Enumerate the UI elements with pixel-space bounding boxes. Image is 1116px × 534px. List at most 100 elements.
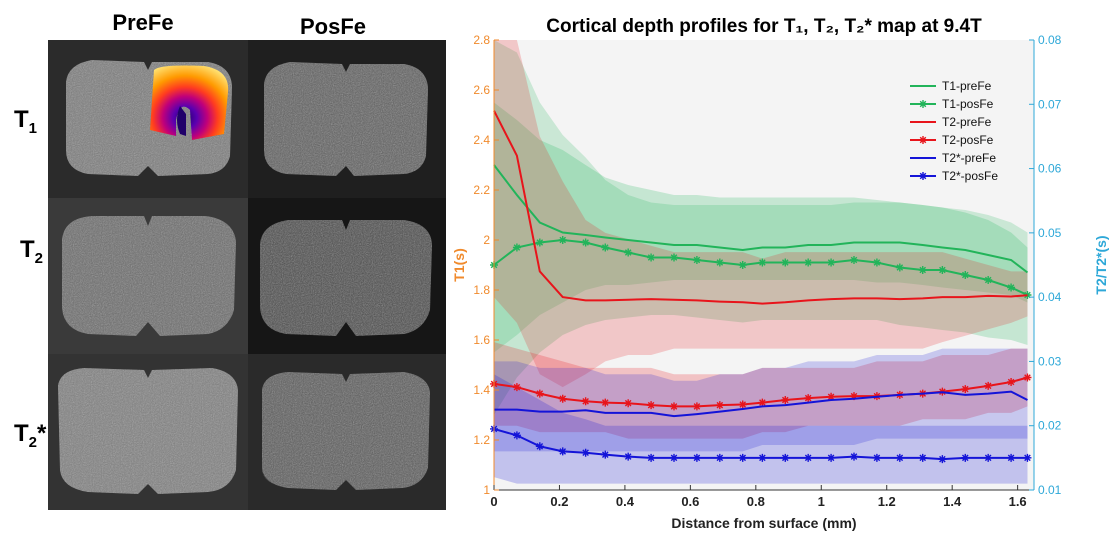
marker-t2-posfe	[512, 383, 521, 392]
row-label-t2: T2	[20, 236, 44, 267]
brain-slice-t1-posfe	[264, 62, 428, 176]
marker-t2-posfe	[850, 392, 858, 401]
x-tick-label: 0.8	[747, 494, 765, 509]
marker-t2-posfe	[961, 385, 970, 394]
marker-t2-posfe	[827, 392, 836, 401]
right-y-tick-label: 0.04	[1038, 290, 1062, 304]
legend-marker-t2star-posfe	[919, 172, 927, 180]
marker-t1-posfe	[804, 258, 813, 267]
left-y-tick-label: 2.8	[473, 33, 490, 47]
marker-t2star-posfe	[827, 453, 836, 462]
left-y-tick-label: 1.6	[473, 333, 490, 347]
marker-t1-posfe	[984, 276, 993, 284]
marker-t1-posfe	[535, 238, 544, 247]
marker-t2star-posfe	[1023, 453, 1032, 462]
marker-t2-posfe	[601, 398, 610, 407]
right-y-tick-label: 0.07	[1038, 97, 1062, 111]
x-tick-label: 0	[490, 494, 497, 509]
left-y-tick-label: 2	[483, 233, 490, 247]
marker-t2star-posfe	[850, 452, 858, 461]
marker-t2-posfe	[738, 400, 747, 409]
brain-slice-t2star-posfe	[262, 372, 430, 490]
right-y-tick-label: 0.08	[1038, 33, 1062, 47]
marker-t1-posfe	[758, 258, 767, 267]
marker-t2star-posfe	[804, 453, 813, 462]
brain-slice-t2star-prefe	[58, 368, 238, 494]
marker-t2star-posfe	[781, 453, 790, 462]
legend-label-t2-posfe: T2-posFe	[942, 133, 994, 147]
marker-t2-posfe	[581, 397, 590, 406]
legend-label-t1-posfe: T1-posFe	[942, 97, 994, 111]
marker-t1-posfe	[715, 258, 724, 267]
marker-t2star-posfe	[535, 442, 544, 451]
marker-t2-posfe	[1023, 373, 1032, 382]
marker-t2-posfe	[715, 401, 724, 410]
x-tick-label: 1.6	[1009, 494, 1027, 509]
marker-t2-posfe	[670, 402, 678, 411]
x-tick-label: 0.4	[616, 494, 635, 509]
marker-t1-posfe	[938, 266, 947, 274]
left-y-tick-label: 1.4	[473, 383, 490, 397]
marker-t1-posfe	[647, 253, 656, 262]
x-tick-label: 1	[818, 494, 825, 509]
marker-t1-posfe	[827, 258, 836, 267]
line-t2-prefe	[493, 110, 1028, 305]
marker-t2-posfe	[758, 398, 767, 407]
marker-t2-posfe	[692, 402, 701, 411]
marker-t2star-posfe	[961, 453, 970, 462]
marker-t2star-posfe	[1007, 453, 1016, 462]
chart-title: Cortical depth profiles for T₁, T₂, T₂* …	[546, 16, 982, 37]
marker-t1-posfe	[850, 256, 858, 264]
marker-t2star-posfe	[512, 431, 521, 440]
band-t1-prefe	[494, 40, 1028, 353]
marker-t1-posfe	[895, 263, 904, 272]
marker-t2-posfe	[1007, 378, 1016, 386]
marker-t2star-posfe	[918, 453, 927, 462]
x-tick-label: 1.2	[878, 494, 896, 509]
marker-t2star-posfe	[670, 453, 678, 462]
marker-t1-posfe	[692, 256, 701, 264]
left-y-tick-label: 1.8	[473, 283, 490, 297]
left-y-tick-label: 2.2	[473, 183, 490, 197]
marker-t2star-posfe	[738, 453, 747, 462]
brain-slice-t1-prefe	[66, 60, 232, 176]
brain-slice-t2-prefe	[62, 216, 236, 336]
marker-t2-posfe	[535, 389, 544, 398]
legend-marker-t1-posfe	[919, 100, 927, 108]
marker-t2star-posfe	[647, 453, 656, 462]
marker-t1-posfe	[781, 258, 790, 267]
marker-t2star-posfe	[984, 453, 993, 462]
column-header-prefe: PreFe	[112, 10, 174, 35]
row-label-t1: T1	[14, 106, 38, 137]
marker-t2-posfe	[984, 381, 993, 390]
x-tick-label: 0.6	[681, 494, 699, 509]
row-label-t2star: T2*	[14, 420, 47, 451]
marker-t2star-posfe	[938, 455, 947, 464]
left-axis-label: T1(s)	[451, 248, 467, 281]
marker-t1-posfe	[872, 258, 881, 267]
legend-label-t1-prefe: T1-preFe	[942, 79, 992, 93]
marker-t2-posfe	[647, 401, 656, 410]
marker-t2star-posfe	[581, 448, 590, 457]
marker-t1-posfe	[601, 243, 610, 252]
left-y-tick-label: 1.2	[473, 433, 490, 447]
marker-t2-posfe	[781, 396, 790, 404]
legend-label-t2star-posfe: T2*-posFe	[942, 169, 998, 183]
band-t1-posfe	[494, 102, 1028, 415]
left-y-tick-label: 2.4	[473, 133, 490, 147]
marker-t2star-posfe	[558, 447, 567, 456]
brain-slice-t2-posfe	[260, 220, 432, 336]
right-y-tick-label: 0.03	[1038, 354, 1062, 368]
x-axis-label: Distance from surface (mm)	[671, 515, 856, 531]
marker-t2-posfe	[624, 399, 633, 408]
marker-t1-posfe	[670, 253, 678, 262]
marker-t2star-posfe	[872, 453, 881, 462]
marker-t1-posfe	[512, 243, 521, 252]
marker-t2star-posfe	[624, 452, 633, 461]
left-y-tick-label: 2.6	[473, 83, 490, 97]
x-tick-label: 0.2	[550, 494, 568, 509]
marker-t1-posfe	[1007, 283, 1016, 292]
left-y-tick-label: 1	[483, 483, 490, 497]
legend-label-t2-prefe: T2-preFe	[942, 115, 992, 129]
legend-marker-t2-posfe	[919, 136, 927, 144]
